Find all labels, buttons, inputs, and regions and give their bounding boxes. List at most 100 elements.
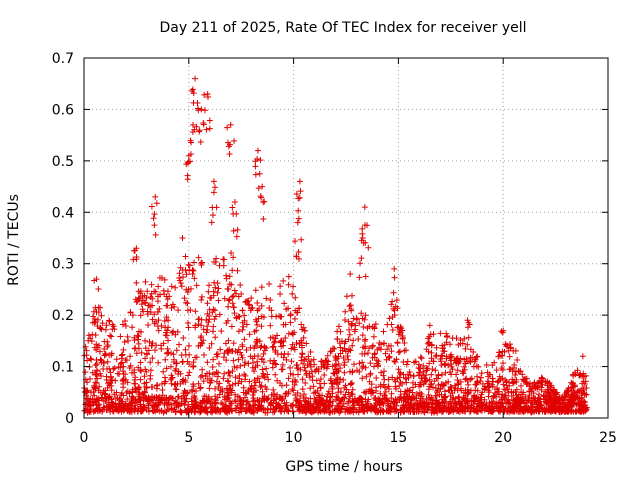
data-point xyxy=(446,354,453,361)
data-point xyxy=(576,372,583,379)
data-point xyxy=(299,408,306,415)
data-point xyxy=(151,222,158,229)
data-point xyxy=(225,297,232,304)
data-point xyxy=(299,407,306,414)
data-point xyxy=(129,324,136,331)
data-point xyxy=(384,400,391,407)
data-point xyxy=(235,313,242,320)
data-point xyxy=(206,385,213,392)
x-tick-label: 15 xyxy=(389,430,407,446)
data-point xyxy=(278,351,285,358)
data-point xyxy=(249,392,256,399)
data-point xyxy=(92,379,99,386)
data-point xyxy=(86,398,93,405)
data-point xyxy=(195,380,202,387)
data-point xyxy=(298,236,305,243)
data-point xyxy=(223,272,230,279)
data-point xyxy=(137,395,144,402)
data-point xyxy=(185,342,192,349)
data-point xyxy=(442,369,449,376)
data-point xyxy=(489,405,496,412)
data-point xyxy=(88,338,95,345)
data-point xyxy=(247,344,254,351)
data-point xyxy=(373,375,380,382)
data-point xyxy=(200,120,207,127)
data-point xyxy=(186,158,193,165)
data-point xyxy=(294,389,301,396)
data-point xyxy=(425,403,432,410)
data-point xyxy=(394,398,401,405)
data-point xyxy=(142,278,149,285)
data-point xyxy=(168,305,175,312)
data-point xyxy=(235,356,242,363)
data-point xyxy=(302,406,309,413)
data-point xyxy=(268,399,275,406)
data-point xyxy=(345,356,352,363)
data-point xyxy=(475,397,482,404)
data-point xyxy=(321,406,328,413)
data-point xyxy=(246,331,253,338)
data-point xyxy=(503,343,510,350)
data-point xyxy=(223,320,230,327)
data-point xyxy=(461,335,468,342)
data-point xyxy=(210,306,217,313)
data-point xyxy=(294,219,301,226)
data-point xyxy=(214,353,221,360)
data-point xyxy=(300,324,307,331)
data-point xyxy=(582,378,589,385)
data-point xyxy=(224,389,231,396)
data-point xyxy=(251,345,258,352)
data-point xyxy=(198,293,205,300)
data-point xyxy=(230,227,237,234)
data-point xyxy=(243,347,250,354)
data-point xyxy=(341,369,348,376)
data-point xyxy=(349,320,356,327)
data-point xyxy=(155,283,162,290)
data-point xyxy=(464,378,471,385)
data-point xyxy=(507,404,514,411)
data-point xyxy=(439,407,446,414)
data-point xyxy=(391,274,398,281)
data-point xyxy=(203,316,210,323)
data-point xyxy=(255,352,262,359)
data-point xyxy=(543,399,550,406)
data-point xyxy=(282,335,289,342)
data-point xyxy=(186,262,193,269)
data-point xyxy=(192,388,199,395)
data-point xyxy=(295,248,302,255)
data-point xyxy=(521,400,528,407)
data-point xyxy=(92,362,99,369)
data-point xyxy=(403,361,410,368)
data-point xyxy=(435,372,442,379)
data-point xyxy=(368,381,375,388)
data-point xyxy=(241,312,248,319)
plot-border xyxy=(83,57,609,419)
y-tick-label: 0 xyxy=(65,411,74,427)
data-point xyxy=(87,375,94,382)
data-point xyxy=(349,368,356,375)
data-point xyxy=(346,404,353,411)
data-points xyxy=(81,75,590,416)
data-point xyxy=(173,365,180,372)
data-point xyxy=(138,301,145,308)
data-point xyxy=(346,303,353,310)
data-point xyxy=(301,391,308,398)
data-point xyxy=(131,337,138,344)
data-point xyxy=(250,395,257,402)
data-point xyxy=(506,353,513,360)
data-point xyxy=(428,355,435,362)
data-point xyxy=(423,371,430,378)
x-axis-label: GPS time / hours xyxy=(285,459,402,475)
data-point xyxy=(232,391,239,398)
data-point xyxy=(356,360,363,367)
data-point xyxy=(564,403,571,410)
data-point xyxy=(212,313,219,320)
data-point xyxy=(242,404,249,411)
data-point xyxy=(579,397,586,404)
data-point xyxy=(501,386,508,393)
data-point xyxy=(258,302,265,309)
data-point xyxy=(204,326,211,333)
data-point xyxy=(562,407,569,414)
data-point xyxy=(160,287,167,294)
data-point xyxy=(252,287,259,294)
